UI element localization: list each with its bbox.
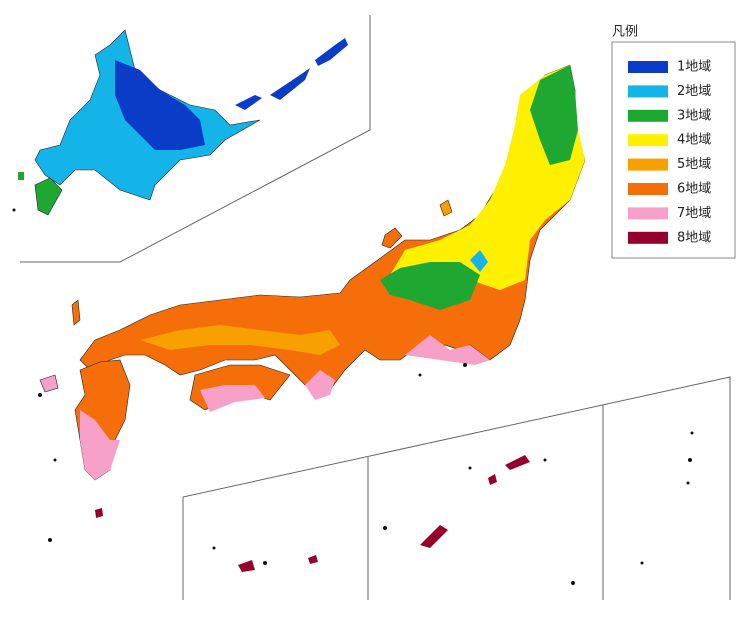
- legend-swatch: [628, 183, 668, 195]
- region-zone8: [488, 474, 497, 485]
- region-zone8: [505, 455, 530, 470]
- legend-label: 6地域: [677, 182, 711, 197]
- okinawa-inset-frame: [182, 376, 731, 600]
- region-zone7: [39, 374, 59, 393]
- region-zone8: [95, 508, 103, 518]
- legend-swatch: [628, 61, 668, 73]
- legend-label: 4地域: [677, 133, 711, 148]
- legend-label: 8地域: [677, 230, 711, 245]
- legend-title: 凡例: [612, 25, 638, 40]
- region-zone6: [71, 299, 81, 326]
- legend-label: 2地域: [677, 84, 711, 99]
- legend-swatch: [628, 109, 668, 122]
- region-zone6: [381, 227, 403, 249]
- region-zone3: [380, 262, 480, 310]
- region-zone8: [420, 525, 448, 548]
- region-zone3: [34, 177, 63, 216]
- legend-label: 5地域: [677, 157, 711, 172]
- legend-label: 3地域: [677, 108, 711, 123]
- region-zone8: [308, 555, 318, 564]
- hokkaido-inset-frame: [20, 15, 371, 263]
- legend-box: [611, 41, 736, 259]
- legend-swatch: [628, 231, 668, 244]
- region-zone5: [140, 325, 340, 355]
- legend-label: 1地域: [677, 60, 711, 75]
- region-zone1: [115, 60, 205, 150]
- region-zone1: [270, 68, 310, 100]
- region-zone6: [79, 64, 586, 396]
- legend-swatch: [628, 85, 668, 98]
- legend-swatch: [628, 207, 668, 220]
- regions: [18, 29, 586, 572]
- legend: 1地域 2地域 3地域 4地域 5地域 6地域 7地域 8地域: [628, 60, 711, 245]
- region-zone3: [18, 172, 24, 180]
- legend-label: 7地域: [677, 206, 711, 221]
- region-zone5: [439, 199, 453, 217]
- region-zone7: [200, 385, 265, 412]
- legend-swatch: [628, 158, 668, 171]
- region-zone7: [305, 370, 335, 400]
- region-zone3: [530, 65, 578, 165]
- region-zone1: [315, 38, 348, 66]
- small-islands: [12, 208, 694, 585]
- region-zone1: [235, 95, 262, 110]
- region-zone8: [238, 560, 255, 572]
- region-zone7: [405, 335, 490, 365]
- region-zone2: [470, 250, 488, 272]
- region-zone7: [80, 410, 120, 480]
- legend-swatch: [628, 134, 668, 147]
